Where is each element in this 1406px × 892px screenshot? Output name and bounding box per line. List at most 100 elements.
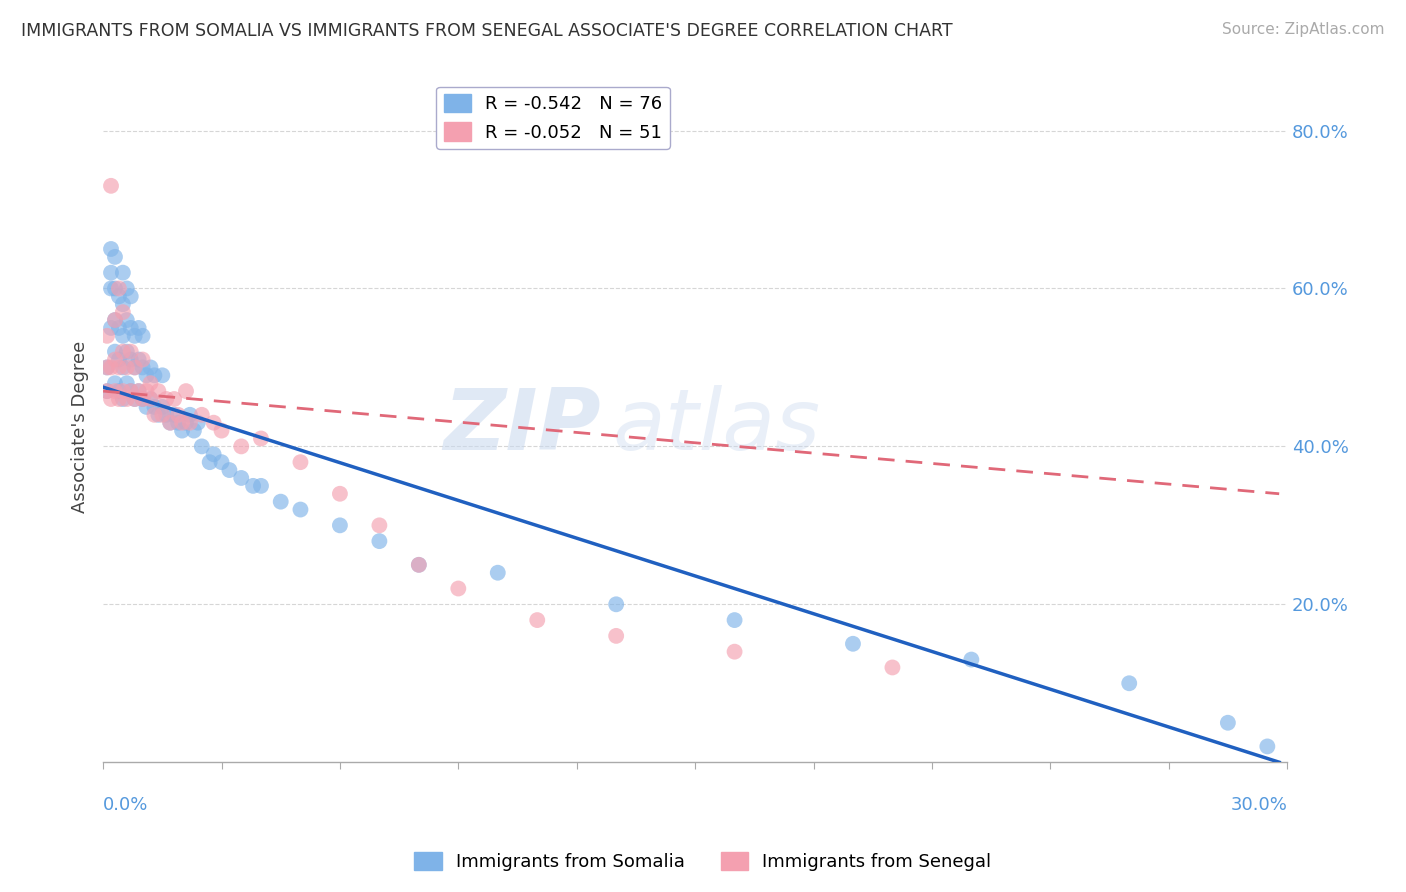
Point xyxy=(111,305,134,319)
Point xyxy=(191,439,214,453)
Point xyxy=(131,352,153,367)
Point xyxy=(124,392,146,406)
Point xyxy=(329,487,352,501)
Point xyxy=(128,384,150,398)
Point xyxy=(167,408,190,422)
Point xyxy=(163,392,186,406)
Point xyxy=(104,313,127,327)
Point xyxy=(96,384,118,398)
Point xyxy=(115,376,138,391)
Point xyxy=(104,344,127,359)
Point xyxy=(150,368,173,383)
Y-axis label: Associate's Degree: Associate's Degree xyxy=(72,341,89,513)
Point xyxy=(135,384,157,398)
Point xyxy=(447,582,470,596)
Point xyxy=(270,494,292,508)
Point xyxy=(111,360,134,375)
Point xyxy=(218,463,240,477)
Point xyxy=(128,321,150,335)
Point xyxy=(250,479,273,493)
Point xyxy=(183,424,205,438)
Point xyxy=(100,360,122,375)
Point xyxy=(104,250,127,264)
Point xyxy=(104,313,127,327)
Point xyxy=(131,392,153,406)
Point xyxy=(882,660,904,674)
Point xyxy=(120,384,142,398)
Point xyxy=(100,392,122,406)
Point xyxy=(143,400,166,414)
Point xyxy=(128,384,150,398)
Point xyxy=(96,360,118,375)
Point xyxy=(100,321,122,335)
Point xyxy=(139,376,162,391)
Point xyxy=(108,281,131,295)
Point xyxy=(115,281,138,295)
Point xyxy=(115,344,138,359)
Point xyxy=(1118,676,1140,690)
Point xyxy=(368,518,391,533)
Point xyxy=(1256,739,1278,754)
Text: 0.0%: 0.0% xyxy=(103,796,149,814)
Point xyxy=(131,360,153,375)
Point xyxy=(100,281,122,295)
Point xyxy=(96,384,118,398)
Point xyxy=(108,352,131,367)
Point xyxy=(111,392,134,406)
Point xyxy=(231,471,253,485)
Point xyxy=(170,416,193,430)
Point xyxy=(605,629,627,643)
Point xyxy=(139,392,162,406)
Point xyxy=(486,566,509,580)
Point xyxy=(150,408,173,422)
Point xyxy=(108,360,131,375)
Point xyxy=(163,408,186,422)
Point xyxy=(155,392,177,406)
Point xyxy=(202,447,225,461)
Point xyxy=(329,518,352,533)
Point xyxy=(128,352,150,367)
Point xyxy=(159,416,181,430)
Point xyxy=(111,384,134,398)
Point xyxy=(408,558,430,572)
Point xyxy=(723,613,745,627)
Point xyxy=(250,432,273,446)
Point xyxy=(211,424,233,438)
Text: IMMIGRANTS FROM SOMALIA VS IMMIGRANTS FROM SENEGAL ASSOCIATE'S DEGREE CORRELATIO: IMMIGRANTS FROM SOMALIA VS IMMIGRANTS FR… xyxy=(21,22,953,40)
Point xyxy=(155,408,177,422)
Point xyxy=(115,313,138,327)
Point xyxy=(1216,715,1239,730)
Point xyxy=(131,392,153,406)
Point xyxy=(135,368,157,383)
Point xyxy=(139,392,162,406)
Text: atlas: atlas xyxy=(612,385,820,468)
Point xyxy=(124,360,146,375)
Point xyxy=(170,424,193,438)
Point xyxy=(111,344,134,359)
Text: ZIP: ZIP xyxy=(443,385,600,468)
Point xyxy=(111,297,134,311)
Point xyxy=(159,416,181,430)
Point xyxy=(104,376,127,391)
Point xyxy=(174,384,197,398)
Point xyxy=(139,360,162,375)
Legend: Immigrants from Somalia, Immigrants from Senegal: Immigrants from Somalia, Immigrants from… xyxy=(408,845,998,879)
Point xyxy=(104,281,127,295)
Point xyxy=(368,534,391,549)
Point xyxy=(290,455,312,469)
Point xyxy=(187,416,209,430)
Text: 30.0%: 30.0% xyxy=(1230,796,1286,814)
Point xyxy=(124,360,146,375)
Point xyxy=(150,400,173,414)
Point xyxy=(960,652,983,666)
Point xyxy=(143,408,166,422)
Point xyxy=(108,392,131,406)
Point xyxy=(120,289,142,303)
Point xyxy=(108,321,131,335)
Point xyxy=(842,637,865,651)
Point xyxy=(131,329,153,343)
Point xyxy=(211,455,233,469)
Point xyxy=(104,384,127,398)
Point xyxy=(100,266,122,280)
Point xyxy=(100,242,122,256)
